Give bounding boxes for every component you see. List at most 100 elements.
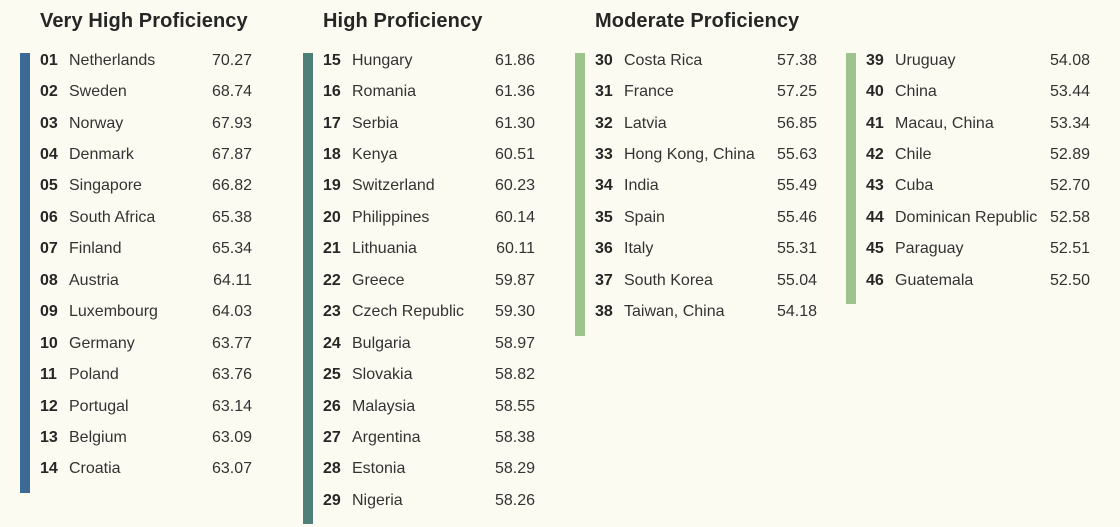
rank-number: 34: [595, 177, 613, 195]
country-name: Argentina: [352, 428, 421, 446]
country-name: Germany: [69, 334, 135, 352]
high-country-list: 15 Hungary 61.86 16 Romania 61.36 17 Serbia 61.3…: [323, 45, 535, 517]
rank-number: 30: [595, 51, 613, 69]
rank-number: 26: [323, 397, 341, 415]
rank-number: 22: [323, 271, 341, 289]
rank-number: 45: [866, 240, 884, 258]
country-name: Luxembourg: [69, 303, 158, 321]
rank-number: 24: [323, 334, 341, 352]
country-name: Finland: [69, 240, 122, 258]
rank-number: 29: [323, 491, 341, 509]
country-name: Switzerland: [352, 177, 435, 195]
rank-number: 17: [323, 114, 341, 132]
country-row: 18 Kenya 60.51: [323, 139, 535, 170]
country-name: Philippines: [352, 208, 430, 226]
country-row: 17 Serbia 61.30: [323, 108, 535, 139]
moderate-proficiency-column: 30 Costa Rica 57.38 31 France 57.25 32 Latvia 56…: [575, 45, 817, 445]
rank-number: 07: [40, 240, 58, 258]
rank-number: 39: [866, 51, 884, 69]
country-row: 16 Romania 61.36: [323, 76, 535, 107]
country-row: 21 Lithuania 60.11: [323, 234, 535, 265]
country-name: Uruguay: [895, 51, 956, 69]
rank-number: 37: [595, 271, 613, 289]
country-row: 28 Estonia 58.29: [323, 454, 535, 485]
rank-number: 11: [40, 366, 57, 384]
country-row: 38 Taiwan, China 54.18: [595, 297, 817, 328]
rank-number: 05: [40, 177, 58, 195]
proficiency-score: 61.86: [494, 51, 535, 69]
country-row: 31 France 57.25: [595, 76, 817, 107]
country-row: 22 Greece 59.87: [323, 265, 535, 296]
rank-number: 04: [40, 146, 58, 164]
proficiency-score: 55.49: [776, 177, 817, 195]
proficiency-score: 60.23: [494, 177, 535, 195]
rank-number: 06: [40, 208, 58, 226]
proficiency-score: 52.89: [1049, 146, 1090, 164]
proficiency-score: 60.11: [496, 240, 535, 258]
country-row: 40 China 53.44: [866, 76, 1090, 107]
country-row: 11 Poland 63.76: [40, 359, 252, 390]
rank-number: 27: [323, 428, 341, 446]
proficiency-score: 65.34: [211, 240, 252, 258]
country-name: France: [624, 83, 674, 101]
country-name: Hungary: [352, 51, 413, 69]
proficiency-score: 57.25: [776, 83, 817, 101]
country-row: 41 Macau, China 53.34: [866, 108, 1090, 139]
rank-number: 12: [40, 397, 58, 415]
proficiency-score: 52.70: [1049, 177, 1090, 195]
country-row: 24 Bulgaria 58.97: [323, 328, 535, 359]
country-name: Bulgaria: [352, 334, 411, 352]
country-row: 02 Sweden 68.74: [40, 76, 252, 107]
country-row: 35 Spain 55.46: [595, 202, 817, 233]
country-name: Serbia: [352, 114, 399, 132]
country-name: Slovakia: [352, 366, 413, 384]
proficiency-score: 64.03: [211, 303, 252, 321]
rank-number: 09: [40, 303, 58, 321]
country-row: 36 Italy 55.31: [595, 234, 817, 265]
proficiency-score: 66.82: [211, 177, 252, 195]
country-row: 42 Chile 52.89: [866, 139, 1090, 170]
rank-number: 23: [323, 303, 341, 321]
proficiency-score: 57.38: [776, 51, 817, 69]
proficiency-score: 58.29: [494, 460, 535, 478]
proficiency-score: 58.38: [494, 428, 535, 446]
country-name: Dominican Republic: [895, 208, 1038, 226]
moderate-country-list: 30 Costa Rica 57.38 31 France 57.25 32 Latvia 56…: [595, 45, 817, 328]
proficiency-score: 63.09: [211, 428, 252, 446]
country-name: South Korea: [624, 271, 713, 289]
proficiency-score: 52.50: [1049, 271, 1090, 289]
rank-number: 31: [595, 83, 613, 101]
country-name: South Africa: [69, 208, 156, 226]
country-name: Belgium: [69, 428, 127, 446]
country-name: Sweden: [69, 83, 127, 101]
rank-number: 46: [866, 271, 884, 289]
proficiency-score: 58.97: [494, 334, 535, 352]
proficiency-score: 55.63: [776, 146, 817, 164]
moderate-country-list-continued: 39 Uruguay 54.08 40 China 53.44 41 Macau, China…: [866, 45, 1090, 297]
rank-number: 15: [323, 51, 341, 69]
country-name: Cuba: [895, 177, 934, 195]
country-row: 19 Switzerland 60.23: [323, 171, 535, 202]
rank-number: 16: [323, 83, 341, 101]
country-row: 44 Dominican Republic 52.58: [866, 202, 1090, 233]
country-name: Portugal: [69, 397, 129, 415]
country-row: 27 Argentina 58.38: [323, 422, 535, 453]
proficiency-score: 52.58: [1049, 208, 1090, 226]
country-name: China: [895, 83, 937, 101]
country-row: 09 Luxembourg 64.03: [40, 297, 252, 328]
rank-number: 40: [866, 83, 884, 101]
country-row: 45 Paraguay 52.51: [866, 234, 1090, 265]
country-name: Austria: [69, 271, 119, 289]
proficiency-score: 53.44: [1049, 83, 1090, 101]
proficiency-score: 63.07: [211, 460, 252, 478]
rank-number: 41: [866, 114, 884, 132]
country-name: Netherlands: [69, 51, 156, 69]
proficiency-score: 54.18: [776, 303, 817, 321]
country-row: 29 Nigeria 58.26: [323, 485, 535, 516]
country-name: Paraguay: [895, 240, 964, 258]
rank-number: 19: [323, 177, 341, 195]
country-row: 01 Netherlands 70.27: [40, 45, 252, 76]
rank-number: 43: [866, 177, 884, 195]
proficiency-score: 58.55: [494, 397, 535, 415]
rank-number: 03: [40, 114, 58, 132]
